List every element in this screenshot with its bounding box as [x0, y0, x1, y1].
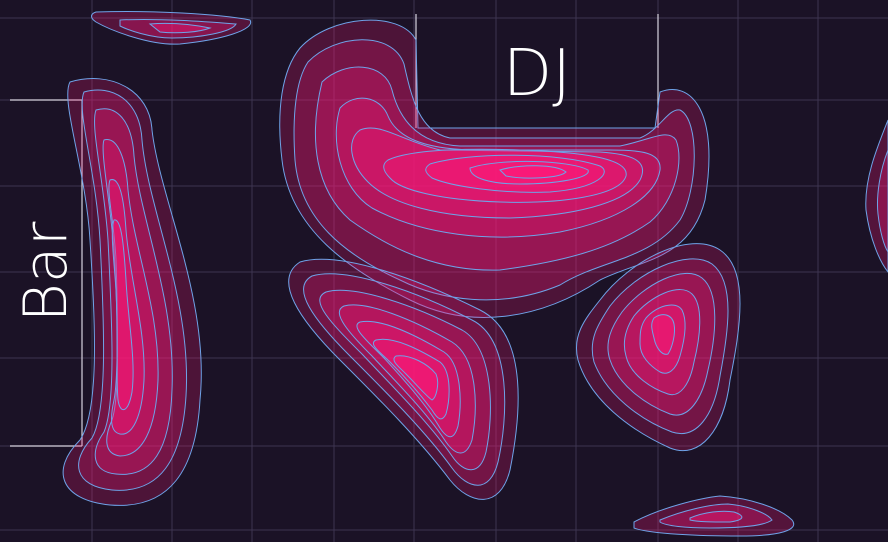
right-crowd-hotspot	[576, 243, 741, 452]
center-crowd-hotspot	[288, 258, 519, 500]
bottom-small-hotspot	[633, 495, 795, 537]
bar-zone-outline	[10, 99, 83, 447]
dj-crowd-hotspot	[279, 19, 710, 318]
bar-crowd-hotspot	[62, 78, 202, 506]
right-edge-hotspot	[865, 119, 888, 273]
dj-label: DJ	[503, 37, 571, 111]
bar-label: Bar	[11, 221, 81, 322]
top-left-small-hotspot	[91, 10, 252, 45]
